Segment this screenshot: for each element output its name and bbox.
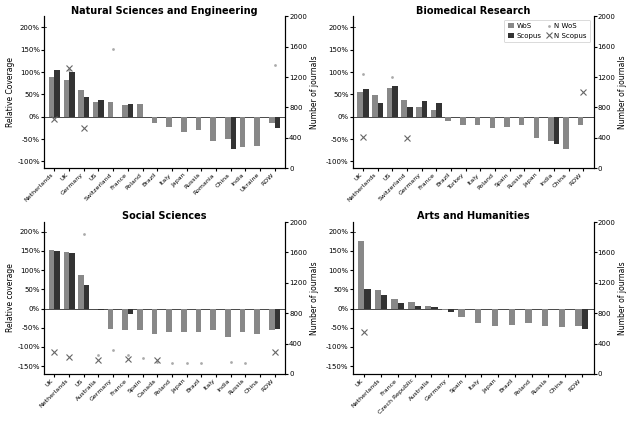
Y-axis label: Relative Coverage: Relative Coverage [6, 57, 15, 127]
Bar [436, 104, 442, 117]
Bar [392, 85, 398, 117]
Bar [442, 309, 448, 311]
Bar [425, 306, 431, 309]
Bar [225, 309, 230, 337]
Bar [422, 101, 427, 117]
Bar [489, 117, 495, 128]
Bar [181, 117, 187, 132]
Bar [196, 117, 201, 130]
Bar [358, 241, 365, 309]
Bar [128, 309, 134, 314]
Bar [122, 309, 128, 330]
Bar [534, 117, 539, 138]
Bar [69, 72, 75, 117]
Bar [122, 105, 128, 117]
Bar [269, 309, 275, 330]
Bar [137, 104, 142, 117]
Title: Biomedical Research: Biomedical Research [416, 5, 530, 16]
Bar [275, 117, 280, 128]
Bar [128, 104, 134, 117]
Bar [448, 309, 454, 312]
Bar [99, 100, 104, 117]
Title: Arts and Humanities: Arts and Humanities [417, 211, 529, 221]
Bar [431, 306, 437, 309]
Bar [78, 90, 84, 117]
Y-axis label: Number of journals: Number of journals [310, 261, 319, 335]
Bar [578, 117, 583, 125]
Bar [508, 309, 515, 325]
Bar [63, 252, 69, 309]
Bar [415, 306, 421, 309]
Title: Social Sciences: Social Sciences [122, 211, 207, 221]
Bar [401, 100, 407, 117]
Bar [582, 309, 588, 328]
Bar [254, 117, 260, 146]
Bar [78, 275, 84, 309]
Y-axis label: Number of journals: Number of journals [618, 56, 627, 129]
Bar [269, 117, 275, 123]
Bar [49, 77, 54, 117]
Bar [381, 295, 387, 309]
Bar [372, 95, 378, 117]
Bar [475, 117, 480, 125]
Bar [416, 107, 422, 117]
Bar [407, 107, 413, 117]
Bar [210, 309, 216, 330]
Bar [137, 309, 142, 330]
Bar [542, 309, 548, 326]
Bar [492, 309, 498, 326]
Bar [240, 309, 246, 333]
Legend: WoS, Scopus, N WoS, N Scopus: WoS, Scopus, N WoS, N Scopus [504, 20, 590, 42]
Bar [152, 117, 157, 123]
Bar [525, 309, 532, 323]
Bar [358, 92, 363, 117]
Bar [108, 102, 113, 117]
Bar [196, 309, 201, 333]
Bar [559, 309, 565, 327]
Bar [230, 117, 236, 149]
Bar [398, 303, 404, 309]
Bar [84, 97, 89, 117]
Bar [54, 251, 60, 309]
Bar [181, 309, 187, 333]
Bar [519, 117, 525, 125]
Bar [54, 70, 60, 117]
Bar [387, 88, 392, 117]
Bar [166, 117, 172, 127]
Bar [554, 117, 560, 144]
Bar [254, 309, 260, 333]
Bar [460, 117, 466, 125]
Bar [548, 117, 554, 141]
Bar [69, 253, 75, 309]
Bar [365, 289, 371, 309]
Bar [49, 250, 54, 309]
Bar [152, 309, 157, 333]
Bar [431, 110, 436, 117]
Bar [563, 117, 568, 149]
Bar [63, 80, 69, 117]
Bar [391, 299, 398, 309]
Bar [240, 117, 246, 147]
Bar [505, 117, 510, 127]
Bar [108, 309, 113, 328]
Bar [99, 309, 104, 311]
Bar [375, 290, 381, 309]
Bar [378, 104, 383, 117]
Y-axis label: Number of journals: Number of journals [310, 56, 319, 129]
Y-axis label: Number of journals: Number of journals [618, 261, 627, 335]
Bar [446, 117, 451, 121]
Bar [408, 302, 415, 309]
Bar [93, 102, 99, 117]
Bar [166, 309, 172, 333]
Bar [458, 309, 465, 317]
Bar [275, 309, 280, 328]
Bar [575, 309, 582, 326]
Bar [84, 285, 89, 309]
Bar [475, 309, 482, 323]
Bar [210, 117, 216, 141]
Bar [225, 117, 230, 139]
Title: Natural Sciences and Engineering: Natural Sciences and Engineering [72, 5, 258, 16]
Bar [363, 89, 368, 117]
Y-axis label: Relative coverage: Relative coverage [6, 264, 15, 333]
